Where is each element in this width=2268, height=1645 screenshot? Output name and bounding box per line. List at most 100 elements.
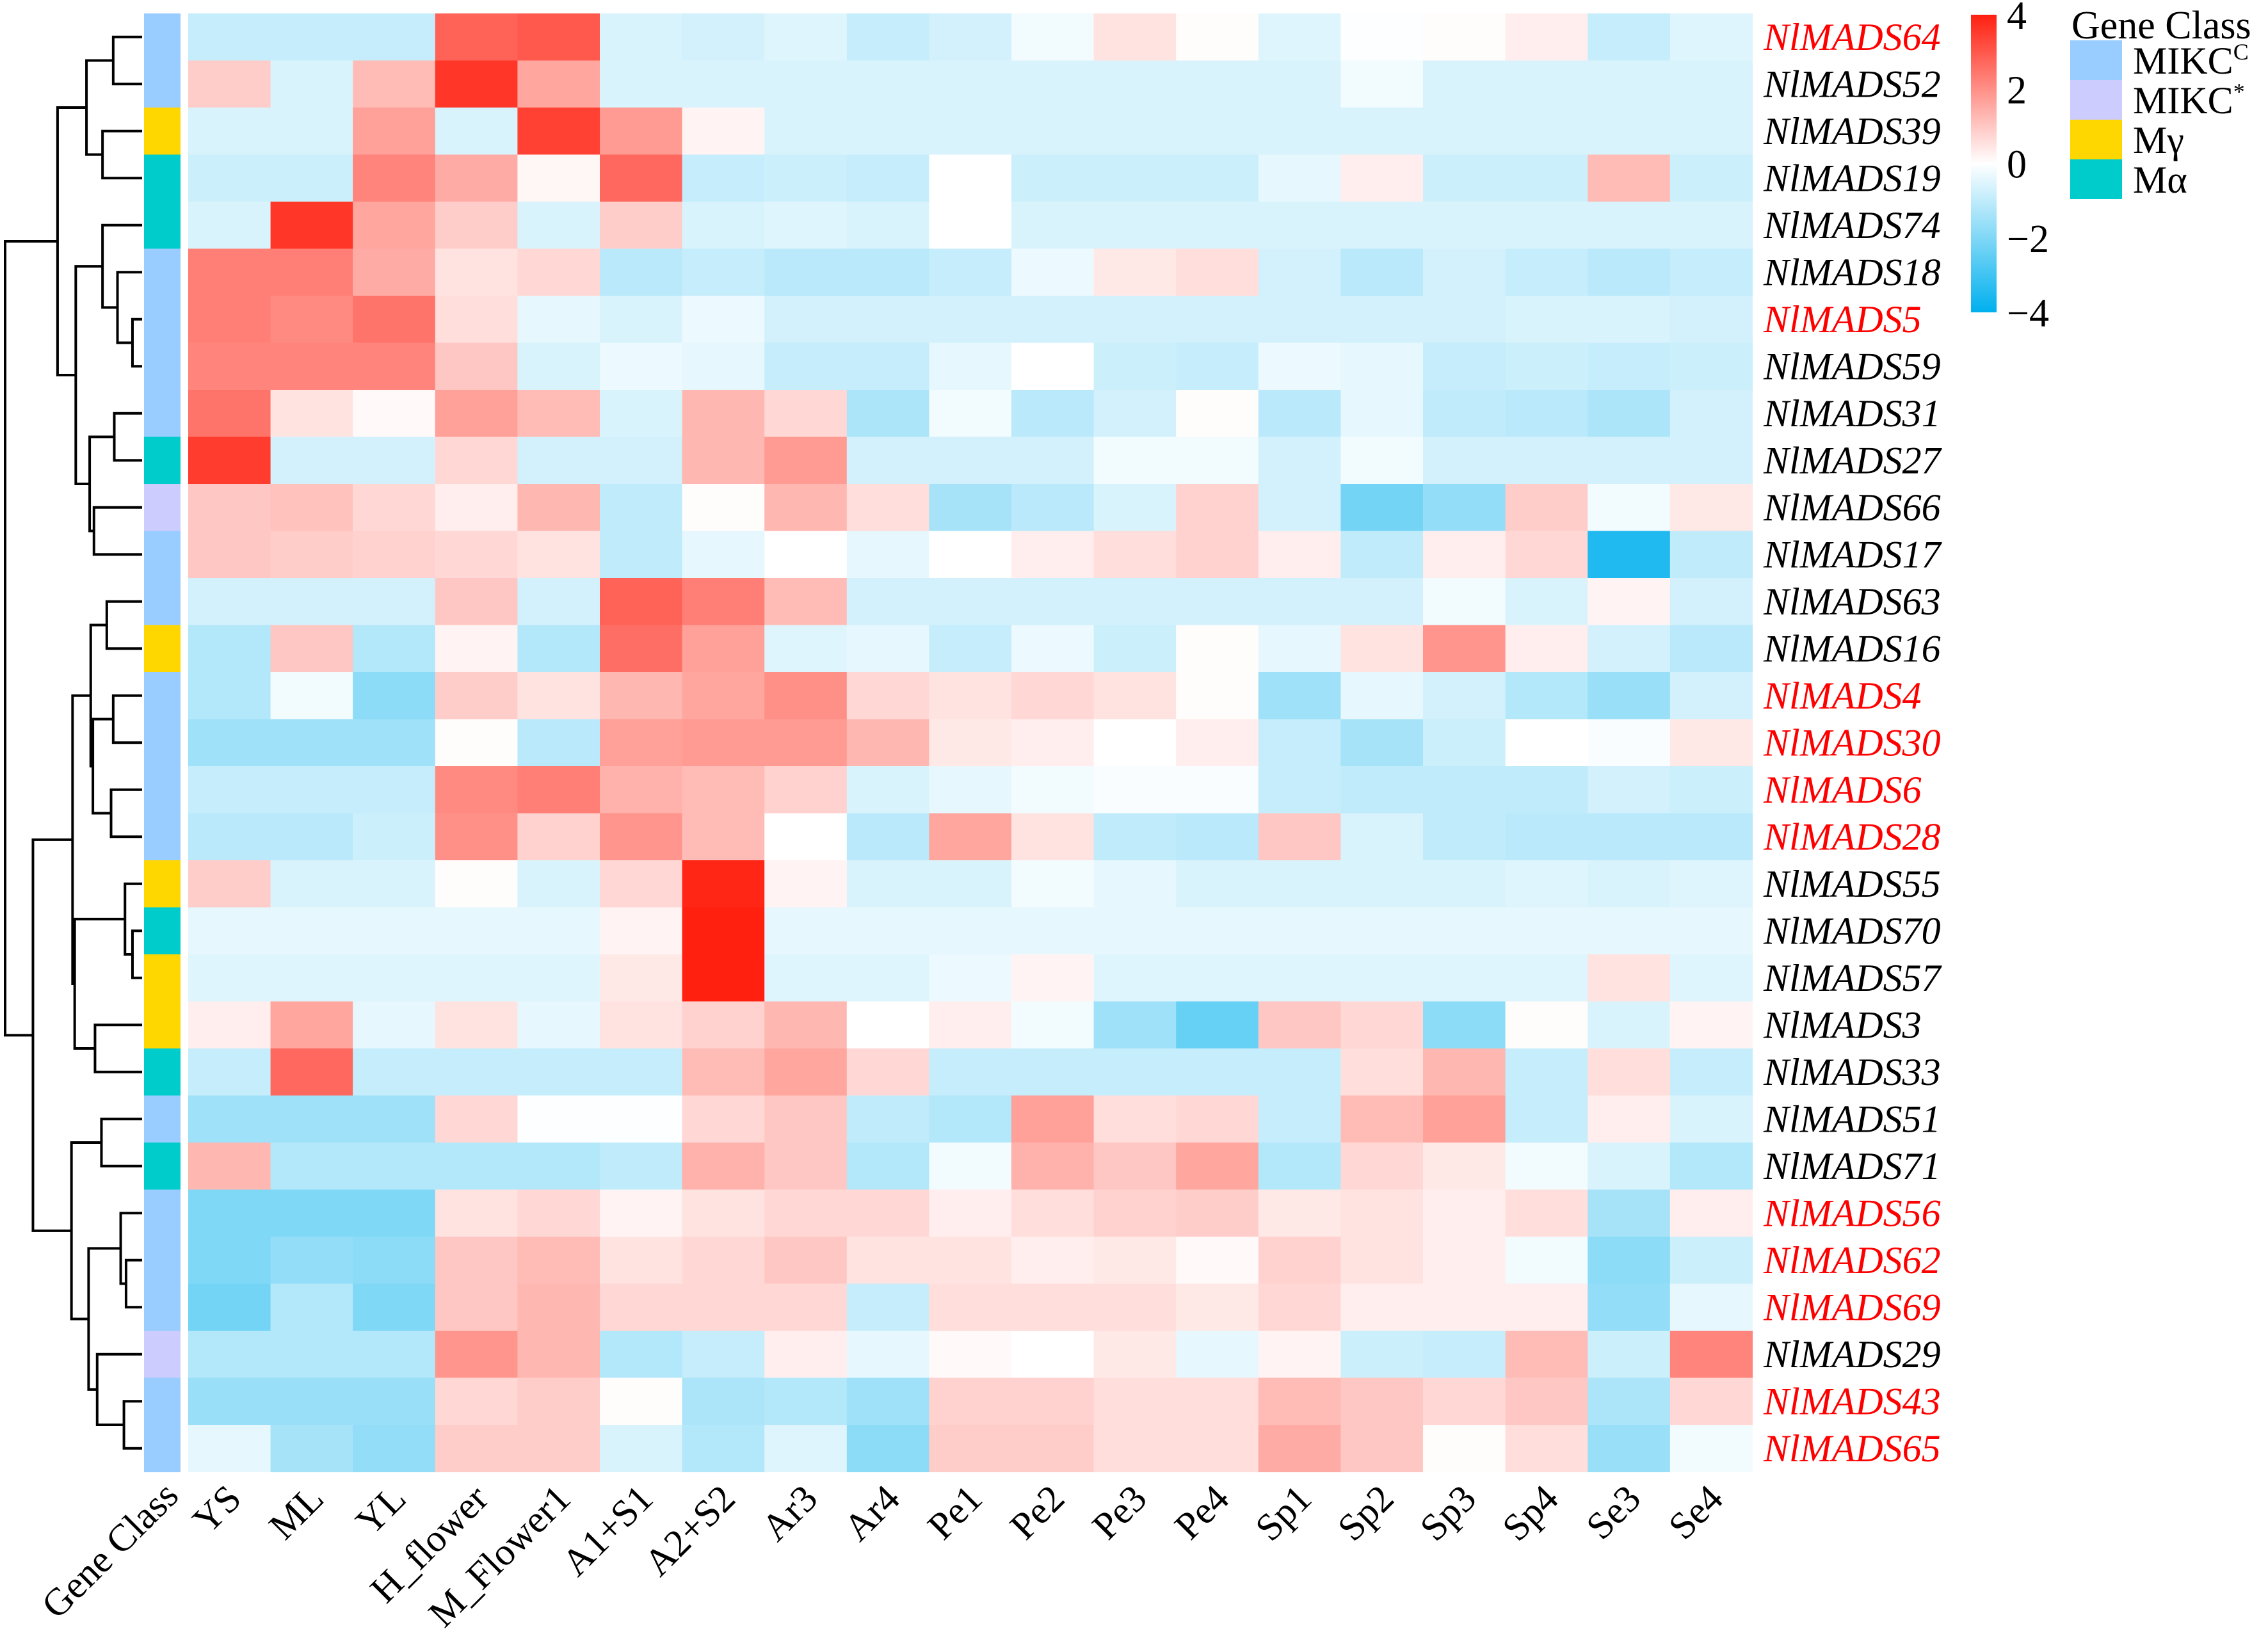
heatmap-cell bbox=[270, 108, 353, 156]
heatmap-cell bbox=[1011, 296, 1095, 344]
dendrogram-link bbox=[122, 1400, 142, 1450]
legend-swatch bbox=[2070, 159, 2122, 199]
heatmap-cell bbox=[929, 860, 1012, 908]
heatmap-cell bbox=[270, 390, 353, 438]
gene-class-cell bbox=[144, 1283, 181, 1331]
heatmap-cell bbox=[1669, 907, 1753, 955]
heatmap-cell bbox=[600, 766, 683, 814]
heatmap-cell bbox=[1258, 907, 1341, 955]
heatmap-cell bbox=[1093, 672, 1177, 720]
heatmap-cell bbox=[517, 1283, 600, 1331]
heatmap-cell bbox=[1340, 484, 1424, 532]
heatmap-cell bbox=[600, 1283, 683, 1331]
heatmap-cell bbox=[353, 1425, 436, 1473]
heatmap-cell bbox=[435, 1048, 518, 1096]
heatmap-cell bbox=[1340, 1237, 1424, 1285]
heatmap-cell bbox=[1176, 625, 1259, 673]
heatmap-cell bbox=[1423, 1143, 1506, 1191]
heatmap-cell bbox=[929, 1189, 1012, 1237]
heatmap-cell bbox=[1505, 625, 1588, 673]
heatmap-cell bbox=[188, 484, 271, 532]
heatmap-cell bbox=[929, 13, 1012, 61]
heatmap-cell bbox=[1588, 1048, 1671, 1096]
heatmap-cell bbox=[600, 154, 683, 202]
heatmap-cell bbox=[764, 13, 848, 61]
gene-class-cell bbox=[144, 1143, 181, 1191]
heatmap-cell bbox=[353, 1283, 436, 1331]
heatmap-cell bbox=[1505, 484, 1588, 532]
color-scale-tick-label: 4 bbox=[2007, 0, 2027, 38]
heatmap-cell bbox=[353, 1001, 436, 1049]
heatmap-cell bbox=[1423, 907, 1506, 955]
heatmap-cell bbox=[929, 1143, 1012, 1191]
heatmap-cell bbox=[1340, 1283, 1424, 1331]
row-label: NlMADS66 bbox=[1763, 486, 1941, 529]
heatmap-cell bbox=[353, 437, 436, 485]
heatmap-cell bbox=[1176, 860, 1259, 908]
dendrogram-link bbox=[4, 240, 58, 1037]
heatmap-cell bbox=[1669, 13, 1753, 61]
heatmap-cell bbox=[1093, 342, 1177, 390]
dendrogram-link bbox=[92, 718, 113, 815]
gene-class-cell bbox=[144, 672, 181, 720]
heatmap-cell bbox=[929, 1095, 1012, 1143]
heatmap-cell bbox=[1505, 248, 1588, 296]
heatmap-cell bbox=[1588, 1237, 1671, 1285]
column-label: Pe1 bbox=[919, 1477, 990, 1547]
heatmap-cell bbox=[270, 202, 353, 250]
heatmap-cell bbox=[1588, 531, 1671, 579]
heatmap-cell bbox=[1669, 625, 1753, 673]
heatmap-cell bbox=[1093, 1425, 1177, 1473]
heatmap-cell bbox=[517, 766, 600, 814]
heatmap-cell bbox=[1011, 390, 1095, 438]
heatmap-cell bbox=[1258, 1425, 1341, 1473]
heatmap-cell bbox=[353, 672, 436, 720]
dendrogram-link bbox=[92, 506, 142, 556]
heatmap-cell bbox=[1505, 108, 1588, 156]
heatmap-cell bbox=[1176, 954, 1259, 1002]
heatmap-cell bbox=[929, 342, 1012, 390]
heatmap-cell bbox=[1258, 342, 1341, 390]
heatmap-cell bbox=[188, 1283, 271, 1331]
dendrogram-link bbox=[131, 317, 142, 368]
heatmap-cell bbox=[1011, 766, 1095, 814]
heatmap-cell bbox=[435, 813, 518, 861]
heatmap-cell bbox=[846, 766, 929, 814]
dendrogram-link bbox=[119, 1212, 142, 1285]
heatmap-cell bbox=[1340, 531, 1424, 579]
heatmap-cell bbox=[1669, 1095, 1753, 1143]
heatmap-cell bbox=[764, 484, 848, 532]
heatmap-cell bbox=[1093, 813, 1177, 861]
heatmap-cell bbox=[188, 296, 271, 344]
heatmap-cell bbox=[846, 1143, 929, 1191]
heatmap-cell bbox=[764, 813, 848, 861]
heatmap-cell bbox=[682, 531, 765, 579]
heatmap-cell bbox=[1176, 248, 1259, 296]
heatmap-cell bbox=[270, 60, 353, 108]
heatmap-cell bbox=[188, 342, 271, 390]
heatmap-cell bbox=[929, 578, 1012, 626]
heatmap-cell bbox=[1423, 390, 1506, 438]
heatmap-cell bbox=[682, 1237, 765, 1285]
heatmap-cell bbox=[1011, 954, 1095, 1002]
heatmap-cell bbox=[929, 1283, 1012, 1331]
heatmap-cell bbox=[517, 1377, 600, 1425]
heatmap-cell bbox=[517, 860, 600, 908]
heatmap-cell bbox=[1423, 954, 1506, 1002]
heatmap-cell bbox=[1176, 907, 1259, 955]
heatmap-cell bbox=[929, 719, 1012, 767]
heatmap-cell bbox=[188, 719, 271, 767]
heatmap-cell bbox=[764, 1237, 848, 1285]
heatmap-cell bbox=[1011, 1095, 1095, 1143]
heatmap-cell bbox=[517, 342, 600, 390]
heatmap-cell bbox=[846, 342, 929, 390]
heatmap-cell bbox=[517, 1048, 600, 1096]
gene-class-cell bbox=[144, 1425, 181, 1473]
heatmap-cell bbox=[929, 108, 1012, 156]
heatmap-cell bbox=[1340, 296, 1424, 344]
heatmap-cell bbox=[1423, 860, 1506, 908]
heatmap-cell bbox=[846, 390, 929, 438]
heatmap-cell bbox=[846, 672, 929, 720]
gene-class-cell bbox=[144, 1095, 181, 1143]
heatmap-cell bbox=[846, 248, 929, 296]
